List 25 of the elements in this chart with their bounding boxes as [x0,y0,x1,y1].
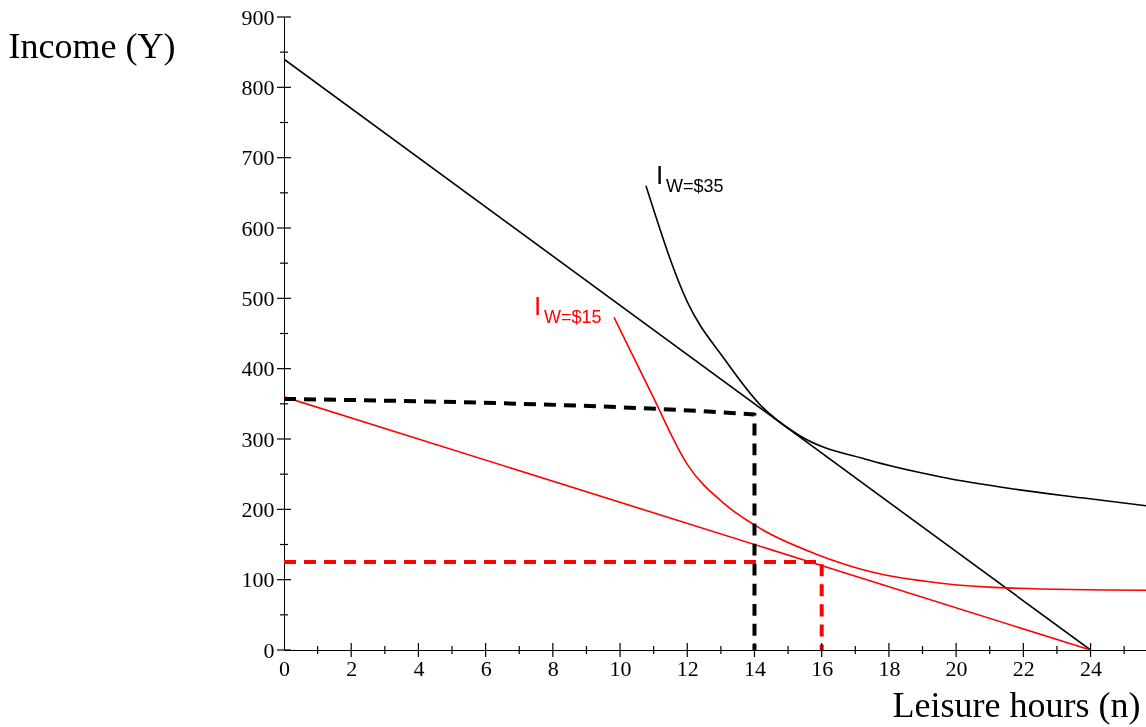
line-series [613,316,1146,592]
x-axis-title: Leisure hours (n) [892,684,1141,725]
x-tick-label: 8 [547,655,559,681]
y-tick-label: 800 [241,74,275,100]
y-tick-label: 100 [241,567,275,593]
y-tick-label: 600 [241,215,275,241]
y-tick-label: 700 [241,145,275,171]
x-tick-label: 18 [878,655,901,681]
x-tick-label: 16 [811,655,834,681]
x-tick-label: 10 [609,655,632,681]
x-tick-label: 12 [676,655,699,681]
y-tick-label: 900 [241,4,275,30]
y-tick-label: 500 [241,285,275,311]
x-tick-label: 20 [945,655,968,681]
y-tick-label: 300 [241,426,275,452]
y-tick-label: 200 [241,496,275,522]
y-tick-label: 0 [263,637,275,663]
x-tick-label: 22 [1012,655,1035,681]
y-axis-title: Income (Y) [8,25,176,66]
y-tick-label: 400 [241,356,275,382]
x-tick-label: 24 [1080,655,1103,681]
x-tick-label: 4 [413,655,425,681]
x-tick-label: 6 [480,655,492,681]
x-tick-label: 2 [346,655,358,681]
x-tick-label: 14 [743,655,766,681]
